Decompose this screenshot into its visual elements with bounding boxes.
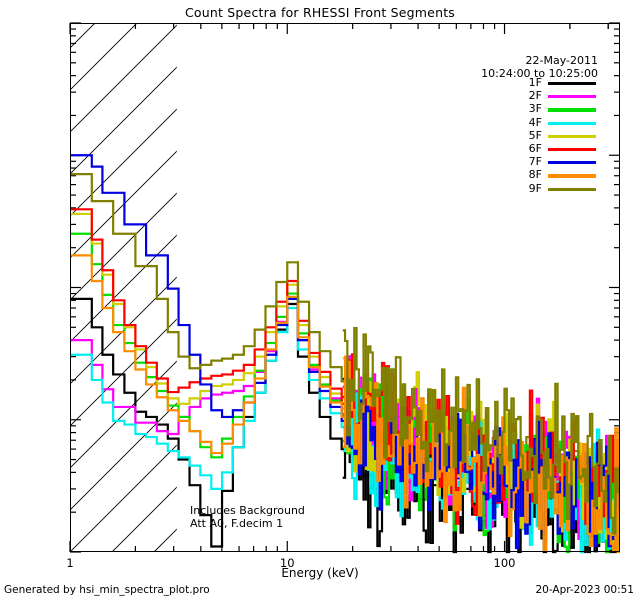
legend-label-7f: 7F	[528, 155, 542, 169]
spectra-canvas	[69, 22, 620, 554]
plot-area: 22-May-2011 10:24:00 to 10:25:00 1F 2F 3F 4…	[69, 22, 620, 554]
legend-label-6f: 6F	[528, 142, 542, 155]
spectrum-noise-9f	[342, 327, 620, 535]
hatch-line	[70, 192, 177, 301]
legend-swatch-7f	[548, 161, 596, 165]
x-tick-label: 1	[66, 556, 74, 570]
legend-swatch-8f	[548, 174, 596, 178]
legend-swatch-1f	[548, 82, 596, 86]
x-tick-label: 10	[279, 556, 295, 570]
legend-swatch-5f	[548, 134, 596, 138]
hatch-line	[70, 360, 177, 469]
footer-generated-by: Generated by hsi_min_spectra_plot.pro	[4, 584, 210, 596]
hatch-line	[70, 276, 177, 385]
legend-swatch-2f	[548, 95, 596, 99]
legend-swatch-4f	[548, 121, 596, 125]
hatch-line	[70, 66, 177, 175]
hatch-line	[70, 108, 177, 217]
spectrum-noise-6f	[342, 353, 620, 536]
annotation-line-1: Includes Background	[190, 504, 305, 517]
observation-time-range: 10:24:00 to 10:25:00	[481, 67, 598, 80]
observation-date: 22-May-2011	[525, 54, 598, 67]
footer-generated-date: 20-Apr-2023 00:51	[535, 584, 634, 596]
x-tick-label: 100	[493, 556, 516, 570]
hatch-line	[70, 402, 177, 511]
x-axis-label: Energy (keV)	[281, 566, 359, 580]
plot-annotation: Includes Background Att A0, F.decim 1	[190, 504, 305, 530]
page-title: Count Spectra for RHESSI Front Segments	[184, 5, 456, 20]
legend-swatch-9f	[548, 187, 596, 191]
legend-label-8f: 8F	[528, 168, 542, 182]
hatch-line	[70, 234, 177, 343]
hatch-line	[70, 444, 177, 552]
legend-label-2f: 2F	[528, 89, 542, 103]
observation-header: 22-May-2011 10:24:00 to 10:25:00	[481, 54, 598, 80]
annotation-line-2: Att A0, F.decim 1	[190, 517, 284, 530]
legend-label-5f: 5F	[528, 128, 542, 142]
legend-label-9f: 9F	[528, 181, 542, 195]
hatch-region	[0, 23, 177, 552]
hatch-line	[0, 23, 53, 552]
plot-frame	[70, 23, 620, 552]
legend-label-1f: 1F	[528, 76, 542, 89]
legend-label-4f: 4F	[528, 115, 542, 129]
hatch-line	[0, 23, 11, 552]
hatch-line	[70, 24, 177, 133]
legend-swatch-3f	[548, 108, 596, 112]
legend-label-3f: 3F	[528, 102, 542, 116]
legend-swatch-6f	[548, 148, 596, 152]
